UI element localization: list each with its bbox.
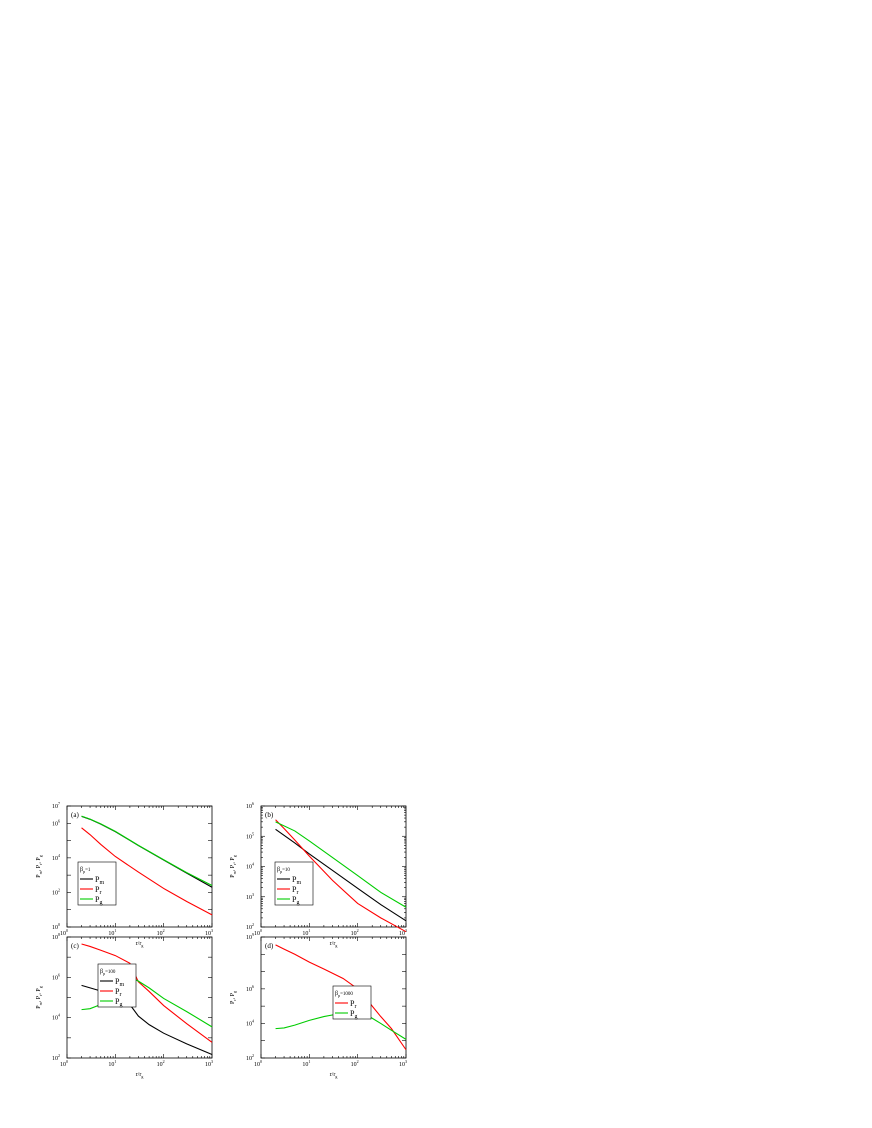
- y-tick-label: 106: [246, 801, 254, 810]
- x-tick-label: 102: [157, 928, 165, 937]
- x-tick-label: 103: [399, 928, 407, 937]
- x-tick-label: 103: [205, 928, 213, 937]
- y-tick-label: 104: [52, 853, 60, 862]
- x-tick-label: 100: [254, 928, 262, 937]
- y-axis-label: Pr, Pg: [230, 991, 237, 1004]
- y-tick-label: 106: [246, 984, 254, 993]
- y-tick-label: 104: [52, 1013, 60, 1022]
- y-axis-label: Pm, Pr, Pg: [36, 855, 43, 878]
- x-tick-label: 100: [254, 1059, 262, 1068]
- x-tick-label: 101: [302, 1059, 310, 1068]
- y-tick-label: 104: [246, 1018, 254, 1027]
- y-tick-label: 102: [246, 922, 254, 931]
- y-tick-label: 104: [246, 862, 254, 871]
- y-tick-label: 106: [52, 818, 60, 827]
- y-tick-label: 100: [52, 922, 60, 931]
- plot-frame: [67, 937, 212, 1058]
- x-axis-label: r/rg: [136, 941, 144, 948]
- x-tick-label: 100: [60, 928, 68, 937]
- x-tick-label: 101: [302, 928, 310, 937]
- chart-panel-d: 100 101 102 103 102 106 109 104 (d) r/rg Pr, Pg βp=…: [230, 932, 407, 1079]
- x-tick-label: 101: [108, 1059, 116, 1068]
- legend-title: βp=100: [100, 969, 116, 976]
- y-tick-label: 109: [246, 932, 254, 941]
- y-tick-label: 107: [52, 801, 60, 810]
- x-axis-label: r/rg: [330, 1072, 338, 1079]
- x-tick-label: 100: [60, 1059, 68, 1068]
- x-tick-label: 103: [205, 1059, 213, 1068]
- panel-label: (b): [265, 811, 274, 819]
- x-axis-label: r/rg: [330, 941, 338, 948]
- chart-panel-b: 100 101 102 103 102 103 104 105 106 (b) r/rg Pm, Pr…: [230, 801, 407, 948]
- y-tick-label: 105: [246, 831, 254, 840]
- x-tick-label: 102: [351, 1059, 359, 1068]
- x-tick-label: 101: [108, 928, 116, 937]
- y-axis-label: Pm, Pr, Pg: [36, 986, 43, 1009]
- chart-panel-c: 100 101 102 103 102 104 106 108 (c) r/rg Pm, Pr, P…: [36, 932, 213, 1079]
- x-axis-label: r/rg: [136, 1072, 144, 1079]
- chart-panel-a: 100 101 102 103 100 102 104 106 107 (a) r/rg Pm, Pr…: [36, 801, 213, 948]
- panel-label: (d): [265, 942, 274, 950]
- legend-title: βp=1000: [335, 991, 353, 998]
- y-tick-label: 102: [52, 887, 60, 896]
- y-tick-label: 103: [246, 892, 254, 901]
- y-tick-label: 102: [52, 1053, 60, 1062]
- y-axis-label: Pm, Pr, Pg: [230, 855, 237, 878]
- panel-label: (a): [71, 811, 79, 819]
- y-tick-label: 106: [52, 972, 60, 981]
- legend-title: βp=1: [80, 867, 91, 874]
- x-tick-label: 103: [399, 1059, 407, 1068]
- legend-title: βp=10: [277, 867, 290, 874]
- y-tick-label: 108: [52, 932, 60, 941]
- x-tick-label: 102: [351, 928, 359, 937]
- y-tick-label: 102: [246, 1053, 254, 1062]
- x-tick-label: 102: [157, 1059, 165, 1068]
- panel-label: (c): [71, 942, 79, 950]
